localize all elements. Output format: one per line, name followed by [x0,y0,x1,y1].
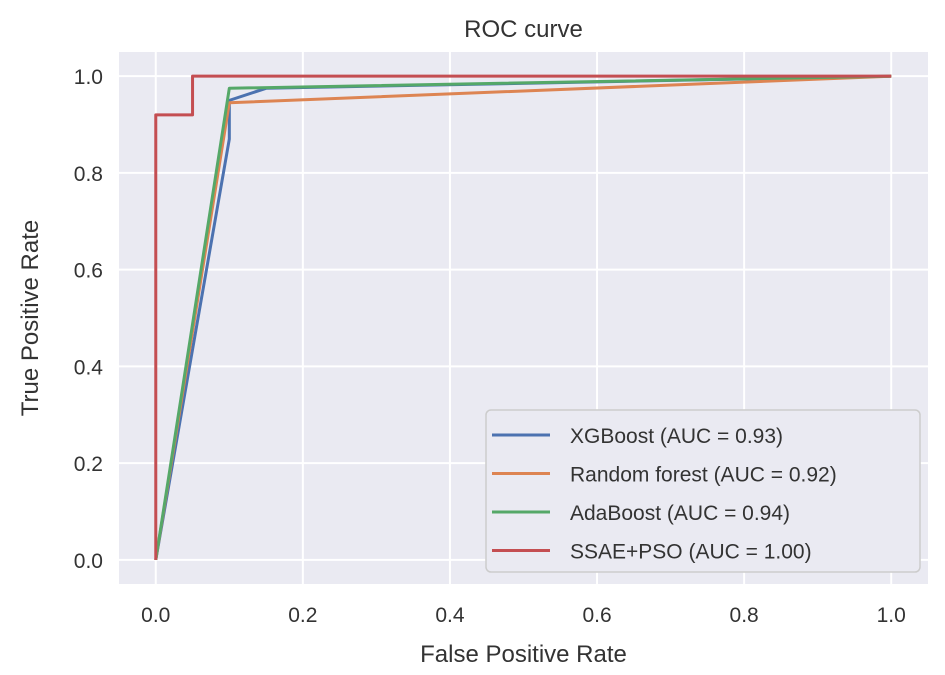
series-lines [154,74,892,561]
chart-title: ROC curve [464,16,583,43]
legend-entry: XGBoost (AUC = 0.93) [570,425,783,448]
x-tick-label: 0.0 [141,604,170,627]
y-tick-labels: 0.0 0.2 0.4 0.6 0.8 1.0 [74,66,104,573]
x-tick-label: 0.6 [582,604,611,627]
y-tick-label: 0.0 [74,550,103,573]
legend-box [485,409,921,573]
x-tick-label: 0.2 [288,604,317,627]
x-tick-labels: 0.0 0.2 0.4 0.6 0.8 1.0 [141,604,906,627]
series-line [154,74,892,560]
grid-lines [119,52,928,584]
x-axis-label: False Positive Rate [420,641,627,668]
y-axis-label: True Positive Rate [17,220,44,417]
y-tick-label: 0.6 [74,260,103,283]
x-tick-label: 1.0 [877,604,906,627]
y-tick-label: 0.2 [74,453,103,476]
y-tick-label: 0.4 [74,356,104,379]
series-line [154,74,892,561]
legend-entry: AdaBoost (AUC = 0.94) [570,502,790,525]
y-tick-label: 1.0 [74,66,103,89]
legend-entry: SSAE+PSO (AUC = 1.00) [570,541,812,564]
x-tick-label: 0.4 [435,604,465,627]
legend-entry: Random forest (AUC = 0.92) [570,464,837,487]
x-tick-label: 0.8 [730,604,759,627]
y-tick-label: 0.8 [74,163,103,186]
legend: XGBoost (AUC = 0.93) Random forest (AUC =… [485,409,921,573]
